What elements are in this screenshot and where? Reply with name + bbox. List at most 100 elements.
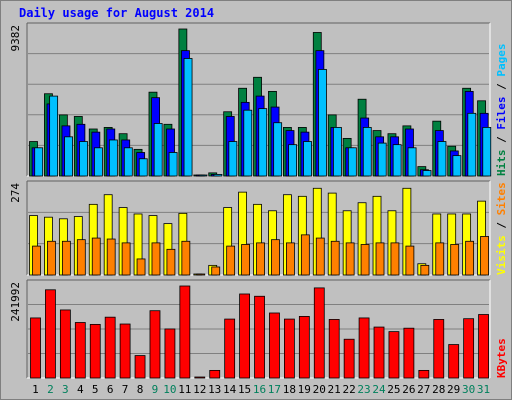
bar-sites-day-29	[450, 244, 460, 276]
bar-pages-day-16	[258, 108, 268, 177]
x-tick-day-6: 6	[107, 383, 114, 396]
bar-pages-day-5	[94, 147, 103, 177]
hits-files-pages-ymax-label: 9382	[9, 25, 22, 52]
x-tick-day-13: 13	[208, 383, 221, 396]
x-tick-day-12: 12	[193, 383, 206, 396]
legend-kbytes: KBytes	[495, 338, 508, 378]
visits-sites-ymax-label: 274	[9, 183, 22, 203]
bar-sites-day-4	[76, 239, 86, 276]
bar-kbytes-day-9	[149, 310, 161, 379]
bar-kbytes-day-21	[328, 319, 340, 379]
x-tick-day-20: 20	[313, 383, 326, 396]
legend-pages: Pages	[495, 44, 508, 77]
bar-kbytes-day-1	[30, 317, 41, 379]
x-tick-day-23: 23	[357, 383, 370, 396]
kbytes-ymax-label: 241992	[9, 282, 22, 322]
bar-kbytes-day-28	[433, 319, 445, 379]
x-tick-day-21: 21	[328, 383, 341, 396]
bar-sites-day-31	[480, 236, 489, 276]
legend-hits: Hits	[495, 150, 508, 177]
bar-pages-day-30	[467, 112, 477, 177]
bar-kbytes-day-22	[343, 338, 355, 379]
bar-pages-day-28	[437, 141, 447, 177]
x-tick-day-28: 28	[432, 383, 445, 396]
bar-kbytes-day-25	[388, 331, 400, 379]
bar-pages-day-4	[79, 141, 88, 177]
bar-kbytes-day-24	[373, 326, 385, 379]
bar-pages-day-9	[153, 123, 163, 177]
bar-pages-day-10	[168, 152, 178, 177]
bar-pages-day-1	[34, 147, 44, 177]
legend-sites: Sites	[495, 182, 508, 215]
x-tick-day-31: 31	[477, 383, 490, 396]
bar-sites-day-17	[271, 239, 280, 276]
bar-kbytes-day-18	[284, 318, 295, 379]
bar-sites-day-24	[375, 242, 385, 276]
x-tick-day-18: 18	[283, 383, 296, 396]
bar-kbytes-day-4	[74, 322, 86, 379]
bar-kbytes-day-5	[89, 323, 101, 379]
bar-sites-day-25	[390, 242, 400, 276]
visits-sites-legend-separator: /	[495, 215, 508, 235]
bar-pages-day-22	[347, 147, 357, 177]
bar-pages-day-2	[49, 95, 59, 177]
bar-kbytes-day-11	[179, 285, 191, 379]
x-tick-day-30: 30	[462, 383, 475, 396]
bar-pages-day-15	[243, 109, 253, 177]
bar-kbytes-day-27	[418, 369, 430, 379]
x-tick-day-27: 27	[417, 383, 430, 396]
hits-files-pages-legend-separator: /	[495, 130, 508, 150]
bar-kbytes-day-13	[209, 369, 221, 379]
bar-pages-day-27	[422, 170, 432, 177]
x-tick-day-16: 16	[253, 383, 266, 396]
bar-pages-day-13	[213, 174, 223, 177]
x-tick-day-22: 22	[342, 383, 355, 396]
x-tick-day-9: 9	[152, 383, 159, 396]
x-tick-day-8: 8	[137, 383, 144, 396]
x-tick-day-25: 25	[387, 383, 400, 396]
x-tick-day-10: 10	[163, 383, 176, 396]
bar-pages-day-26	[407, 147, 417, 177]
bar-sites-day-23	[360, 244, 370, 276]
kbytes-legend: KBytes	[495, 338, 508, 378]
x-tick-day-3: 3	[62, 383, 69, 396]
bar-sites-day-7	[121, 242, 131, 276]
bar-sites-day-11	[181, 240, 191, 276]
x-tick-day-19: 19	[298, 383, 311, 396]
bar-sites-day-12	[196, 273, 206, 276]
x-tick-day-4: 4	[77, 383, 84, 396]
bar-kbytes-day-17	[269, 312, 280, 379]
bar-sites-day-22	[345, 242, 355, 276]
x-tick-day-14: 14	[223, 383, 237, 396]
bar-pages-day-11	[183, 58, 193, 177]
x-tick-day-11: 11	[178, 383, 191, 396]
bar-sites-day-20	[315, 237, 325, 276]
bar-kbytes-day-8	[134, 355, 146, 379]
bar-pages-day-7	[123, 147, 133, 177]
bar-kbytes-day-15	[239, 293, 250, 379]
bar-sites-day-27	[420, 264, 430, 276]
bar-kbytes-day-6	[104, 316, 116, 379]
bar-kbytes-day-19	[298, 316, 310, 379]
bar-sites-day-13	[211, 266, 221, 276]
bar-sites-day-21	[330, 240, 340, 276]
bar-sites-day-9	[151, 242, 161, 276]
bar-pages-day-3	[64, 136, 73, 177]
x-tick-day-29: 29	[447, 383, 460, 396]
bar-sites-day-28	[435, 242, 445, 276]
bar-pages-day-21	[333, 127, 342, 177]
bar-pages-day-20	[318, 69, 327, 177]
bar-pages-day-31	[482, 127, 492, 177]
bar-kbytes-day-7	[119, 323, 131, 379]
hits-files-pages-legend: Hits / Files / Pages	[495, 44, 508, 177]
x-tick-day-7: 7	[122, 383, 129, 396]
bar-kbytes-day-3	[59, 309, 71, 379]
bar-sites-day-2	[47, 240, 56, 276]
bar-kbytes-day-30	[463, 318, 475, 379]
bar-kbytes-day-16	[254, 295, 265, 379]
bar-sites-day-8	[136, 258, 146, 276]
bar-sites-day-19	[300, 234, 310, 276]
x-tick-day-15: 15	[238, 383, 251, 396]
bar-pages-day-6	[108, 139, 118, 177]
